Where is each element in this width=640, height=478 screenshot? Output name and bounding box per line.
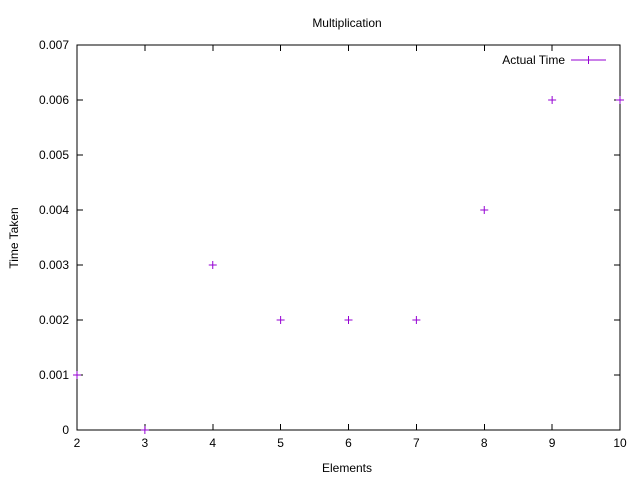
x-tick-label: 5 [277,436,284,450]
y-tick-label: 0.004 [39,203,69,217]
legend: Actual Time [502,53,606,67]
data-point [73,371,81,379]
x-tick-label: 9 [549,436,556,450]
y-tick-label: 0.003 [39,258,69,272]
plot-axes: 2 3 4 5 6 7 8 9 10 0 0.001 0.002 0.003 0.004 0.005 0.00… [39,38,627,450]
data-point [548,96,557,104]
data-point [480,206,489,214]
y-tick-label: 0.006 [39,93,69,107]
x-tick-label: 6 [345,436,352,450]
y-tick-label: 0.002 [39,313,69,327]
y-tick-label: 0.007 [39,38,69,52]
plot-border [76,44,621,431]
x-tick-label: 7 [413,436,420,450]
data-point [344,316,353,324]
x-tick-label: 4 [209,436,216,450]
legend-label: Actual Time [502,53,565,67]
y-tick-label: 0.005 [39,148,69,162]
y-tick-label: 0.001 [39,368,69,382]
y-tick-label: 0 [62,423,69,437]
data-points [73,96,624,434]
chart-title: Multiplication [312,16,381,30]
data-point [208,261,217,269]
x-tick-label: 2 [74,436,81,450]
x-tick-label: 10 [613,436,627,450]
x-tick-label: 8 [481,436,488,450]
data-point [140,426,149,434]
data-point [412,316,421,324]
y-axis-label: Time Taken [7,207,21,268]
data-point [276,316,285,324]
x-axis-label: Elements [322,461,372,475]
data-point [616,96,624,104]
x-tick-label: 3 [142,436,149,450]
